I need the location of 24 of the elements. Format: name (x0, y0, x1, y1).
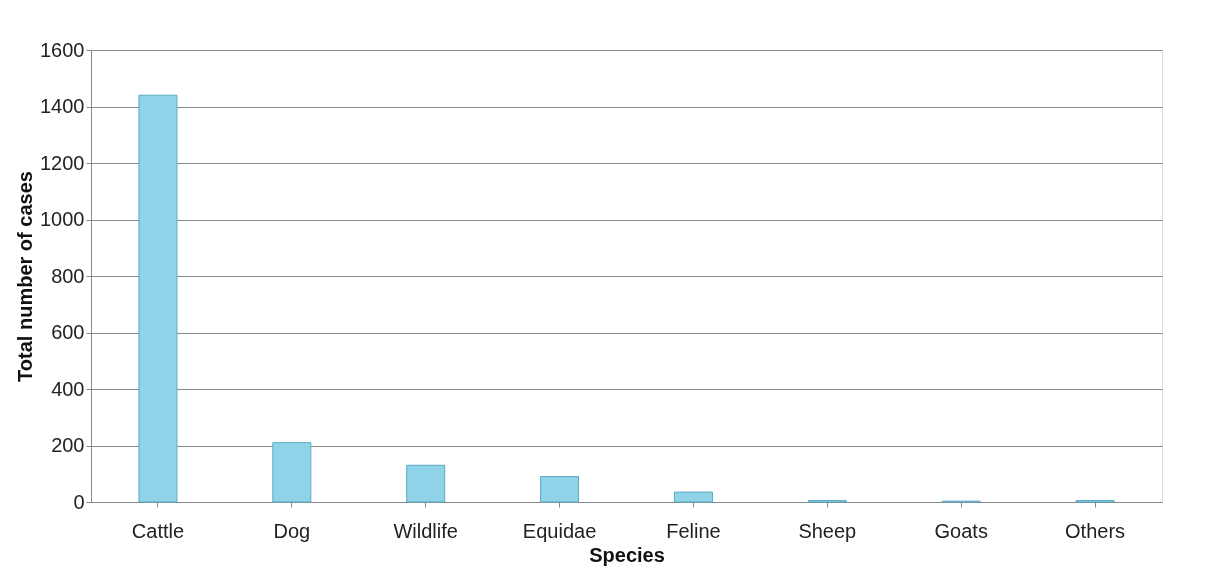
bar (406, 464, 446, 503)
y-tick-label: 1200 (40, 151, 85, 174)
y-tick-label: 400 (51, 377, 85, 400)
y-tick-label: 200 (51, 434, 85, 456)
y-tick-label: 800 (51, 264, 85, 287)
x-tick-label: Sheep (798, 519, 857, 542)
y-tick-label: 1600 (40, 38, 85, 61)
y-axis-title: Total number of cases (14, 171, 37, 382)
x-axis-title: Species (589, 543, 665, 566)
y-tick-label: 600 (51, 321, 85, 343)
bar (540, 476, 580, 503)
x-tick-label: Dog (273, 519, 311, 542)
y-tick-label: 0 (73, 490, 85, 513)
bar (673, 491, 713, 503)
x-tick-label: Others (1065, 519, 1126, 542)
bar (272, 442, 312, 503)
x-tick-label: Equidae (522, 519, 597, 542)
y-tick-label: 1400 (40, 95, 85, 117)
y-tick-label: 1000 (40, 208, 85, 230)
bar (138, 94, 178, 503)
x-tick-label: Cattle (131, 519, 185, 542)
x-tick-label: Goats (934, 519, 988, 542)
x-tick-label: Wildlife (393, 519, 458, 542)
x-tick-label: Feline (666, 519, 721, 542)
